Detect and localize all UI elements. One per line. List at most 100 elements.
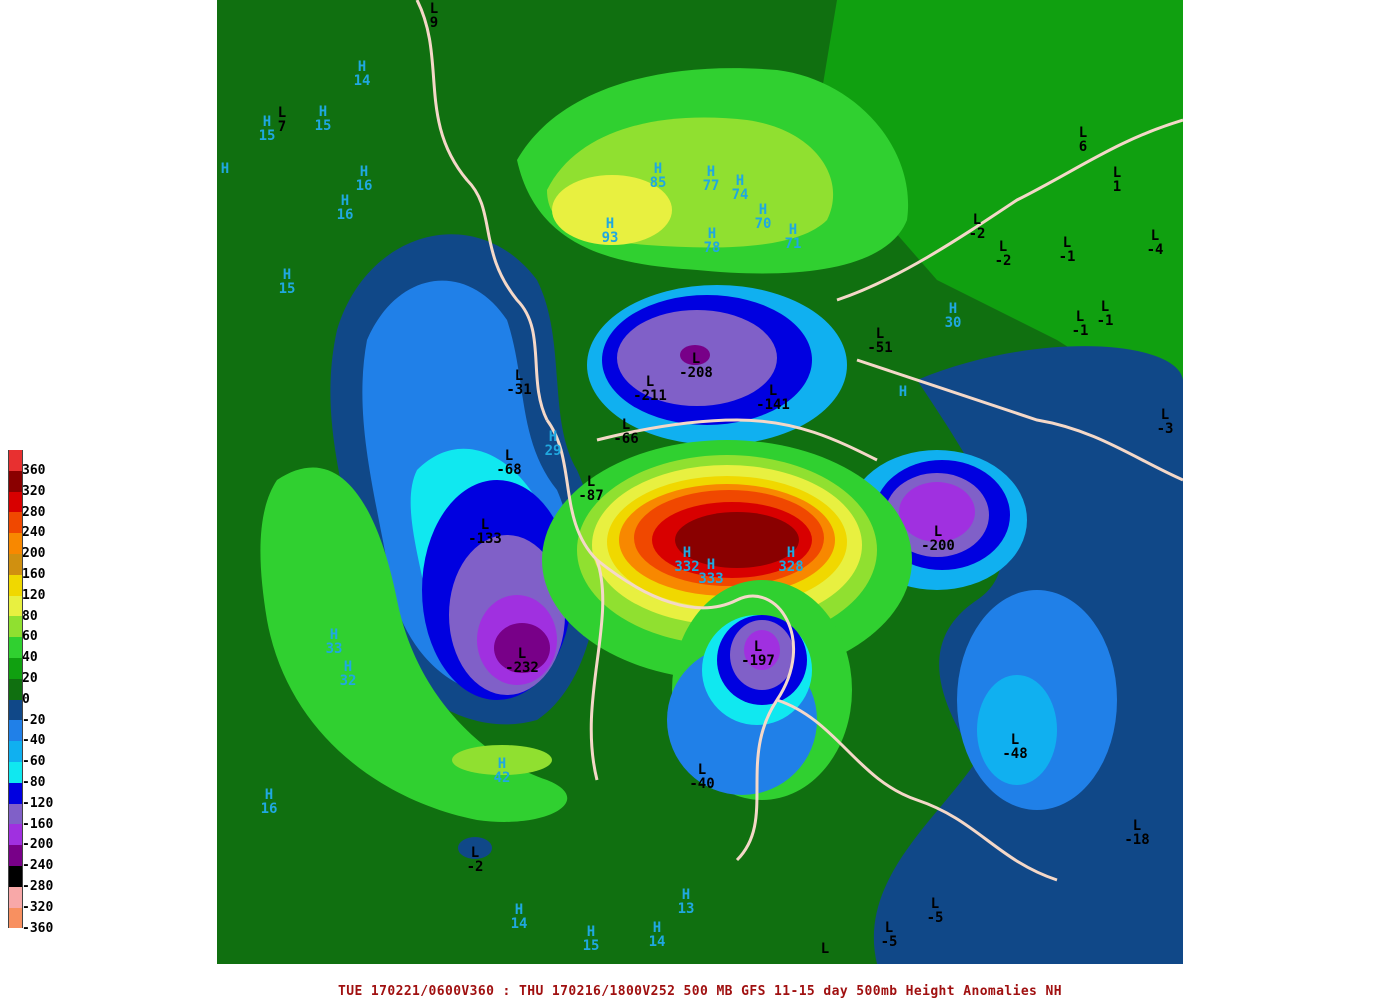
high-pressure-marker: H 15 xyxy=(303,105,343,133)
marker-letter: H xyxy=(735,173,745,189)
marker-value: -31 xyxy=(506,382,532,398)
legend-label: -80 xyxy=(22,775,46,790)
low-pressure-marker: L -133 xyxy=(465,518,505,546)
marker-value: 70 xyxy=(754,216,772,232)
legend-swatch xyxy=(8,741,23,762)
marker-value: -51 xyxy=(867,340,893,356)
legend-swatch xyxy=(8,907,23,929)
low-pressure-marker: L -141 xyxy=(753,384,793,412)
marker-value: 13 xyxy=(677,901,695,917)
marker-letter: H xyxy=(706,164,716,180)
low-pressure-marker: L -1 xyxy=(1085,300,1125,328)
pacific-low-core xyxy=(494,623,550,673)
marker-letter: L xyxy=(753,639,763,655)
high-pressure-marker: H 77 xyxy=(691,165,731,193)
marker-letter: H xyxy=(318,104,328,120)
high-pressure-marker: H 16 xyxy=(249,788,289,816)
marker-value: 30 xyxy=(944,315,962,331)
legend-label: 200 xyxy=(22,546,46,562)
high-pressure-marker: H 332 xyxy=(667,546,707,574)
high-pressure-marker: H 70 xyxy=(743,203,783,231)
legend-swatch xyxy=(8,616,23,638)
low-pressure-marker: L -31 xyxy=(499,369,539,397)
legend-swatch xyxy=(8,699,23,721)
low-pressure-marker: L -3 xyxy=(1145,408,1183,436)
low-pressure-marker: L -4 xyxy=(1135,229,1175,257)
marker-letter: L xyxy=(768,383,778,399)
legend-swatch xyxy=(8,491,23,513)
legend-swatch xyxy=(8,512,23,534)
marker-letter: H xyxy=(898,384,908,400)
marker-value: -4 xyxy=(1146,242,1164,258)
marker-value: 32 xyxy=(339,673,357,689)
low-pressure-marker: L -87 xyxy=(571,475,611,503)
marker-letter: H xyxy=(786,545,796,561)
marker-value: -2 xyxy=(466,859,484,875)
legend-swatch xyxy=(8,678,23,700)
legend-swatch xyxy=(8,824,23,846)
legend-label: 240 xyxy=(22,525,46,541)
marker-value: -3 xyxy=(1156,421,1174,437)
marker-value: 14 xyxy=(510,916,528,932)
coastlines xyxy=(415,0,1183,882)
south-low-cell xyxy=(458,837,492,859)
low-pressure-marker: L -66 xyxy=(606,418,646,446)
low-pressure-marker: L -2 xyxy=(455,846,495,874)
marker-letter: H xyxy=(262,114,272,130)
high-pressure-marker: H 333 xyxy=(691,558,731,586)
marker-value: -2 xyxy=(968,226,986,242)
marker-letter: L xyxy=(930,896,940,912)
marker-letter: H xyxy=(681,887,691,903)
high-pressure-marker: H 16 xyxy=(344,165,384,193)
legend-label: -40 xyxy=(22,733,46,749)
legend-label: 120 xyxy=(22,587,46,603)
legend-swatch xyxy=(8,533,23,554)
high-pressure-marker: H 14 xyxy=(342,60,382,88)
marker-letter: L xyxy=(1160,407,1170,423)
marker-value: -1 xyxy=(1058,249,1076,265)
marker-value: 328 xyxy=(778,559,804,575)
legend-label: -280 xyxy=(22,879,54,894)
legend-label: 60 xyxy=(22,629,38,645)
marker-letter: H xyxy=(357,59,367,75)
marker-value: -40 xyxy=(689,776,715,792)
marker-letter: L xyxy=(586,474,596,490)
marker-letter: L xyxy=(1112,165,1122,181)
marker-letter: H xyxy=(548,429,558,445)
low-pressure-marker: L -232 xyxy=(502,647,542,675)
marker-letter: H xyxy=(652,920,662,936)
legend-swatch xyxy=(8,595,23,617)
marker-value: -68 xyxy=(496,462,522,478)
marker-letter: L xyxy=(470,845,480,861)
marker-letter: H xyxy=(948,301,958,317)
low-pressure-marker: L -2 xyxy=(983,240,1023,268)
legend-swatch xyxy=(8,450,23,471)
europe-low-core xyxy=(899,482,975,542)
high-pressure-marker: H 32 xyxy=(328,660,368,688)
legend-label: -160 xyxy=(22,816,54,832)
marker-letter: L xyxy=(1010,732,1020,748)
legend-label: -20 xyxy=(22,712,46,728)
legend-swatch xyxy=(8,720,23,742)
marker-value: 93 xyxy=(601,230,619,246)
marker-value: -200 xyxy=(921,538,955,554)
high-pressure-marker: H 71 xyxy=(773,223,813,251)
marker-letter: L xyxy=(820,941,830,957)
marker-value: -87 xyxy=(578,488,604,504)
legend-label: 0 xyxy=(22,691,30,707)
marker-letter: H xyxy=(707,226,717,242)
legend-label: 20 xyxy=(22,671,38,686)
low-pressure-marker: L -51 xyxy=(860,327,900,355)
marker-letter: L xyxy=(645,374,655,390)
marker-value: -1 xyxy=(1071,323,1089,339)
marker-letter: L xyxy=(998,239,1008,255)
marker-letter: H xyxy=(653,161,663,177)
low-pressure-marker: L -5 xyxy=(915,897,955,925)
marker-value: -5 xyxy=(926,910,944,926)
map-canvas xyxy=(217,0,1183,964)
marker-letter: L xyxy=(429,1,439,17)
marker-value: -2 xyxy=(994,253,1012,269)
legend-swatch xyxy=(8,803,23,825)
